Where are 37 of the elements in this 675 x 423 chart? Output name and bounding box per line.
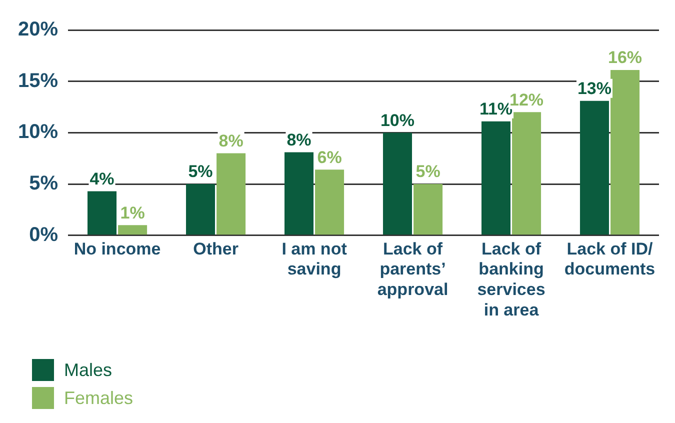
x-tick-label: Lack of ID/ documents xyxy=(564,239,656,279)
x-tick-label: Lack of parents’ approval xyxy=(377,239,448,300)
data-label: 8% xyxy=(218,131,244,150)
data-label: 5% xyxy=(188,162,213,182)
data-label: 5% xyxy=(416,162,440,182)
legend-label: Females xyxy=(64,388,134,408)
y-tick-label: 20% xyxy=(18,18,58,41)
x-tick-label: I am not saving xyxy=(282,239,348,279)
bar xyxy=(88,191,117,235)
y-tick-label: 10% xyxy=(18,121,58,144)
bar xyxy=(216,153,246,235)
data-label: 6% xyxy=(317,148,342,167)
bar xyxy=(580,100,609,235)
data-label: 8% xyxy=(286,130,312,150)
data-label: 16% xyxy=(608,48,642,68)
x-tick-label: Other xyxy=(193,239,239,258)
x-tick-label: Lack of banking services in area xyxy=(477,239,546,320)
y-tick-label: 15% xyxy=(18,70,58,92)
bar xyxy=(610,70,640,235)
bar xyxy=(481,121,510,235)
bar xyxy=(382,132,412,235)
bar xyxy=(118,225,148,235)
data-label: 1% xyxy=(120,203,145,222)
data-label: 13% xyxy=(577,79,612,98)
y-tick-label: 5% xyxy=(29,172,58,195)
bar xyxy=(414,184,443,235)
data-label: 4% xyxy=(90,169,114,188)
y-tick-label: 0% xyxy=(29,224,58,246)
legend-label: Males xyxy=(64,360,112,380)
bar xyxy=(315,170,344,235)
bar xyxy=(512,112,542,235)
data-label: 12% xyxy=(510,90,544,110)
x-tick-label: No income xyxy=(74,239,161,258)
data-label: 10% xyxy=(380,110,415,130)
data-label: 11% xyxy=(479,100,513,119)
bar xyxy=(284,152,314,235)
bar xyxy=(186,184,216,235)
